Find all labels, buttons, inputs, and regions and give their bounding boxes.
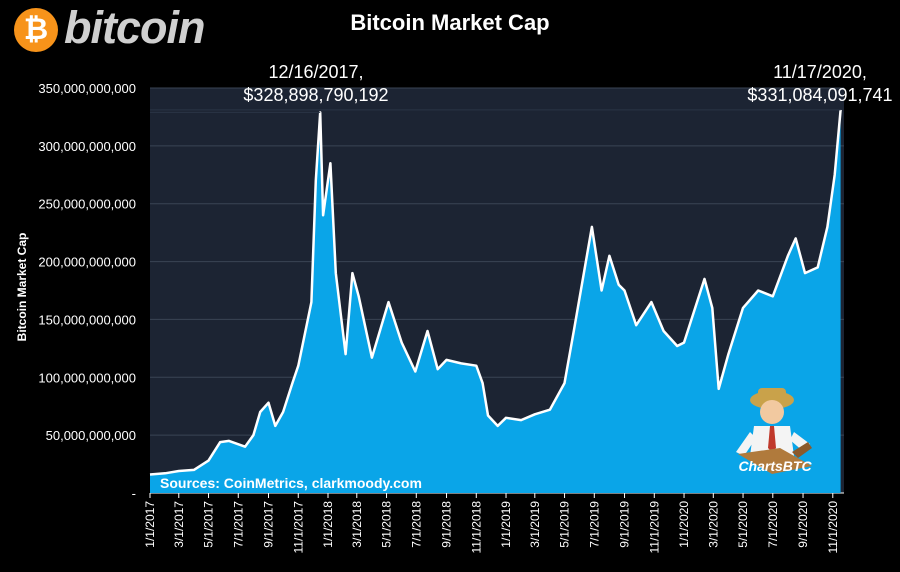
x-tick-label: 5/1/2017 — [202, 501, 216, 548]
y-tick-label: 150,000,000,000 — [38, 312, 136, 327]
x-tick-label: 5/1/2019 — [558, 501, 572, 548]
x-tick-label: 11/1/2018 — [469, 501, 483, 554]
x-tick-label: 3/1/2018 — [350, 501, 364, 548]
y-tick-label: 350,000,000,000 — [38, 81, 136, 96]
y-tick-label: 300,000,000,000 — [38, 139, 136, 154]
source-note: Sources: CoinMetrics, clarkmoody.com — [160, 475, 422, 491]
y-tick-label: 250,000,000,000 — [38, 197, 136, 212]
bitcoin-wordmark: bitcoin — [64, 2, 205, 53]
x-tick-label: 7/1/2019 — [587, 501, 601, 548]
x-tick-label: 5/1/2020 — [736, 501, 750, 548]
x-tick-label: 7/1/2018 — [409, 501, 423, 548]
x-tick-label: 1/1/2017 — [143, 501, 157, 548]
peak-annotations: 12/16/2017, $328,898,790,192 11/17/2020, $3… — [150, 62, 893, 113]
bitcoin-logo: ₿ bitcoin — [14, 2, 224, 54]
x-tick-label: 3/1/2017 — [172, 501, 186, 548]
x-tick-label: 3/1/2020 — [706, 501, 720, 548]
x-tick-label: 9/1/2018 — [440, 501, 454, 548]
y-tick-label: - — [132, 486, 136, 501]
market-cap-line — [149, 109, 842, 476]
annotation-date: 11/17/2020, — [773, 62, 867, 82]
annotation-date: 12/16/2017, — [268, 62, 363, 82]
x-tick-label: 9/1/2017 — [262, 501, 276, 548]
x-tick-label: 11/1/2017 — [291, 501, 305, 554]
y-tick-label: 100,000,000,000 — [38, 370, 136, 385]
x-tick-label: 9/1/2019 — [618, 501, 632, 548]
chartsbtc-watermark: ChartsBTC — [738, 458, 812, 474]
x-tick-label: 1/1/2020 — [677, 501, 691, 548]
y-axis-ticks: - 50,000,000,000 100,000,000,000 150,000,00… — [38, 81, 136, 501]
x-tick-label: 3/1/2019 — [528, 501, 542, 548]
x-tick-label: 5/1/2018 — [380, 501, 394, 548]
x-tick-label: 11/1/2019 — [647, 501, 661, 554]
x-tick-label: 11/1/2020 — [826, 501, 840, 554]
annotation-value: $331,084,091,741 — [747, 85, 892, 105]
chartsbtc-mascot-image — [736, 388, 812, 474]
annotation-value: $328,898,790,192 — [243, 85, 388, 105]
x-axis-ticks: 1/1/2017 3/1/2017 5/1/2017 7/1/2017 9/1/2017… — [143, 493, 840, 554]
chart-title: Bitcoin Market Cap — [350, 10, 550, 35]
bitcoin-coin-icon: ₿ — [14, 8, 58, 52]
x-tick-label: 7/1/2017 — [231, 501, 245, 548]
y-tick-label: 50,000,000,000 — [46, 428, 136, 443]
y-tick-label: 200,000,000,000 — [38, 255, 136, 270]
x-tick-label: 1/1/2018 — [321, 501, 335, 548]
x-tick-label: 9/1/2020 — [796, 501, 810, 548]
x-tick-label: 7/1/2020 — [766, 501, 780, 548]
x-tick-label: 1/1/2019 — [499, 501, 513, 548]
